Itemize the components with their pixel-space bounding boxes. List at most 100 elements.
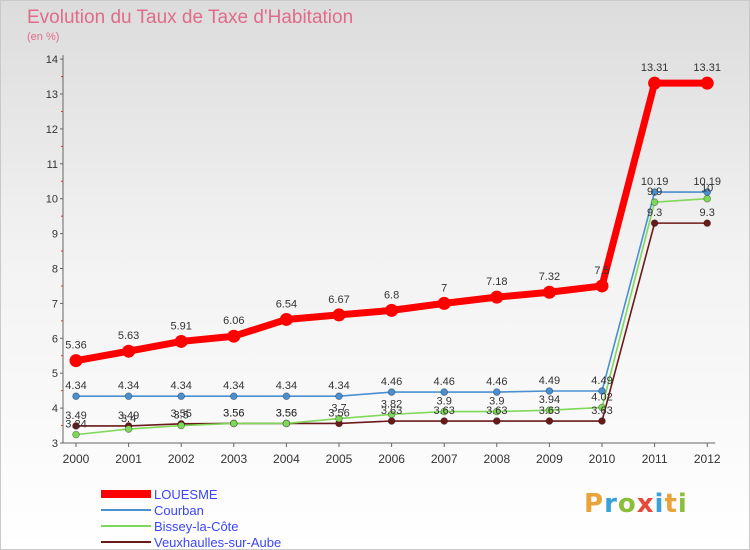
x-tick-label: 2006 [378,452,405,466]
y-tick-label: 11 [47,159,58,171]
data-point [335,392,343,401]
legend-label: Courban [154,502,204,518]
data-point [72,392,80,401]
data-point [177,421,186,430]
data-point [440,388,449,396]
data-label: 3.63 [486,405,507,417]
logo-letter: i [654,489,665,519]
chart-title: Evolution du Taux de Taxe d'Habitation [27,7,354,28]
data-label: 3.63 [381,405,402,417]
data-label: 4.34 [65,380,86,392]
data-label: 4.46 [486,376,507,388]
data-label: 3.56 [223,407,244,419]
data-point [492,417,501,425]
data-label: 7.18 [486,276,507,288]
data-label: 3.63 [539,405,560,417]
data-label: 7.5 [594,265,609,277]
logo-letter: t [664,489,678,519]
legend-swatch [101,490,151,498]
legend-label: Veuxhaulles-sur-Aube [154,534,282,550]
chart-subtitle: (en %) [27,31,60,43]
data-label: 3.24 [65,419,86,431]
data-label: 5.63 [118,330,139,342]
data-point [124,425,133,433]
data-label: 10 [701,183,713,195]
x-tick-label: 2003 [220,452,247,466]
data-label: 3.49 [65,410,86,422]
data-point [230,392,238,401]
data-label: 3.63 [433,405,454,417]
data-point [650,219,659,227]
legend-label: LOUESME [154,486,218,502]
data-label: 4.46 [381,376,402,388]
data-point [703,188,711,196]
x-tick-label: 2009 [536,452,563,466]
data-label: 3.94 [539,394,560,406]
data-point [650,188,659,196]
chart-axes: 3 4 5 6 7 8 9 10 11 12 13 14 2000 2001 2002 2003 2004 200… [46,54,721,466]
data-point [282,392,291,401]
data-label: 6.54 [276,298,297,310]
data-label: 3.56 [223,407,244,419]
data-label: 4.34 [223,380,244,392]
data-label: 3.82 [381,398,402,410]
data-label: 6.67 [328,294,349,306]
y-tick-label: 8 [52,264,58,276]
x-tick-label: 2001 [115,452,142,466]
data-label: 3.4 [121,413,136,425]
y-tick-label: 4 [52,403,58,415]
data-point [335,414,343,423]
data-point [279,312,293,326]
data-point [595,279,609,293]
y-tick-label: 12 [46,124,58,136]
data-point [437,296,451,310]
data-label: 3.56 [276,407,297,419]
data-point [542,285,556,299]
logo-letter: o [617,489,637,519]
data-label: 4.49 [591,375,612,387]
data-point [69,354,83,368]
data-label: 5.91 [170,320,191,332]
data-label: 6.06 [223,315,244,327]
x-tick-label: 2008 [483,452,510,466]
y-tick-label: 5 [52,368,58,380]
y-tick-label: 14 [46,54,58,66]
legend-swatch [101,525,151,527]
data-label: 3.63 [591,405,612,417]
data-point [490,290,504,304]
data-label: 4.49 [539,375,560,387]
data-label: 5.36 [65,340,86,352]
data-point [545,406,554,414]
data-label: 9.3 [647,207,662,219]
data-label: 4.34 [118,380,139,392]
data-label: 9.9 [647,186,662,198]
data-point [440,417,449,425]
data-label: 3.56 [276,407,297,419]
data-label: 6.8 [384,289,399,301]
data-label: 4.34 [276,380,297,392]
data-label: 13.31 [693,62,721,74]
data-point [387,417,396,425]
data-point [598,403,606,412]
data-point [122,344,136,358]
legend-item: Courban [101,502,281,518]
data-point [648,76,662,90]
legend-item: Veuxhaulles-sur-Aube [101,534,282,550]
data-label: 3.49 [118,410,139,422]
data-label: 13.31 [641,62,669,74]
data-point [598,387,606,395]
x-tick-label: 2010 [589,452,616,466]
x-tick-label: 2004 [273,452,300,466]
series-points [69,76,714,439]
data-label: 3.5 [174,410,189,422]
data-point [227,329,241,343]
data-point [282,419,291,428]
data-point [700,76,714,90]
data-label: 3.55 [170,408,191,420]
data-point [598,417,606,425]
data-point [72,430,80,439]
x-tick-label: 2000 [63,452,90,466]
data-point [650,198,659,206]
y-tick-label: 13 [46,89,58,101]
